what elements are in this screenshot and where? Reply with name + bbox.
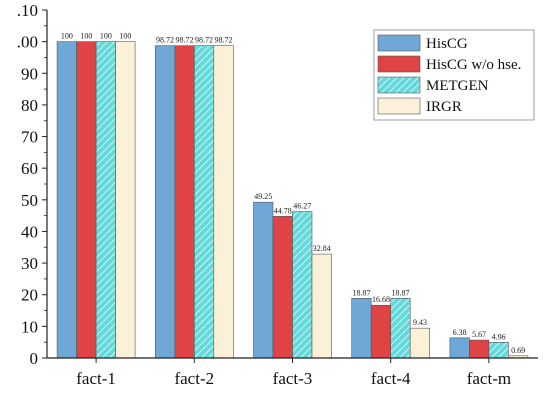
y-tick-label: 0 bbox=[30, 349, 39, 368]
data-label: 100 bbox=[100, 32, 112, 41]
legend-swatch bbox=[377, 76, 421, 94]
y-tick-label: 40 bbox=[21, 222, 38, 241]
data-label: 46.27 bbox=[293, 202, 311, 211]
bar-irgr-fact-3 bbox=[311, 253, 332, 359]
axes: 0 10 20 30 40 50 60 70 80 90 .00 .10 fact-1 fact-2 fac… bbox=[17, 1, 538, 388]
data-label: 0.69 bbox=[511, 346, 525, 355]
bar-hiscg-w-o-hse--fact-4 bbox=[370, 304, 392, 359]
legend: HisCG HisCG w/o hse. METGEN IRGR bbox=[373, 29, 535, 121]
bar-irgr-fact-4 bbox=[409, 327, 431, 359]
y-tick-label: 60 bbox=[21, 159, 38, 178]
bar-hiscg-w-o-hse--fact-1 bbox=[76, 41, 97, 359]
data-label: 44.78 bbox=[274, 206, 292, 215]
data-label: 4.96 bbox=[492, 332, 506, 341]
legend-label: METGEN bbox=[426, 78, 489, 94]
data-label: 32.84 bbox=[313, 244, 331, 253]
y-tick-label: 90 bbox=[21, 64, 38, 83]
legend-swatch bbox=[377, 34, 421, 52]
legend-label: HisCG w/o hse. bbox=[426, 57, 521, 73]
data-label: 9.43 bbox=[413, 318, 427, 327]
y-tick-label: .00 bbox=[17, 33, 38, 52]
legend-label: IRGR bbox=[426, 99, 462, 115]
bar-metgen-fact-4 bbox=[390, 298, 411, 359]
data-label: 98.72 bbox=[195, 36, 213, 45]
bar-hiscg-w-o-hse--fact-m bbox=[469, 339, 490, 359]
bar-metgen-fact-m bbox=[488, 342, 509, 359]
bar-hiscg-fact-2 bbox=[155, 45, 176, 359]
data-label: 98.72 bbox=[176, 36, 194, 45]
bar-hiscg-fact-1 bbox=[56, 41, 77, 359]
legend-label: HisCG bbox=[426, 36, 468, 52]
x-tick-label: fact-2 bbox=[174, 369, 214, 388]
x-tick-label: fact-4 bbox=[371, 369, 411, 388]
x-tick-label: fact-3 bbox=[273, 369, 313, 388]
data-label: 16.68 bbox=[372, 295, 390, 304]
legend-swatch bbox=[377, 97, 421, 115]
bar-metgen-fact-3 bbox=[292, 211, 313, 359]
legend-swatch bbox=[377, 55, 421, 73]
data-label: 100 bbox=[80, 32, 92, 41]
bar-metgen-fact-2 bbox=[194, 45, 215, 359]
data-label: 100 bbox=[119, 32, 131, 41]
bar-hiscg-w-o-hse--fact-2 bbox=[174, 45, 195, 359]
data-label: 5.67 bbox=[472, 330, 486, 339]
data-label: 98.72 bbox=[156, 36, 174, 45]
y-tick-label: 10 bbox=[21, 317, 38, 336]
bar-hiscg-fact-4 bbox=[351, 298, 372, 359]
y-tick-label: 70 bbox=[21, 128, 38, 147]
data-label: 98.72 bbox=[215, 36, 233, 45]
y-tick-label: 30 bbox=[21, 254, 38, 273]
data-label: 100 bbox=[61, 32, 73, 41]
bar-hiscg-w-o-hse--fact-3 bbox=[272, 216, 293, 359]
y-tick-label: 50 bbox=[21, 191, 38, 210]
x-tick-label: fact-1 bbox=[76, 369, 116, 388]
data-label: 6.38 bbox=[453, 328, 467, 337]
bar-irgr-fact-1 bbox=[115, 41, 136, 359]
bar-hiscg-fact-3 bbox=[253, 201, 274, 359]
data-label: 49.25 bbox=[254, 192, 272, 201]
bar-hiscg-fact-m bbox=[449, 337, 470, 359]
y-tick-label: 80 bbox=[21, 96, 38, 115]
bar-irgr-fact-2 bbox=[213, 45, 234, 359]
bar-metgen-fact-1 bbox=[95, 41, 116, 359]
x-tick-label: fact-m bbox=[467, 369, 511, 388]
data-label: 18.87 bbox=[391, 288, 409, 297]
y-tick-label: 20 bbox=[21, 286, 38, 305]
y-tick-label: .10 bbox=[17, 1, 38, 20]
data-label: 18.87 bbox=[352, 288, 370, 297]
